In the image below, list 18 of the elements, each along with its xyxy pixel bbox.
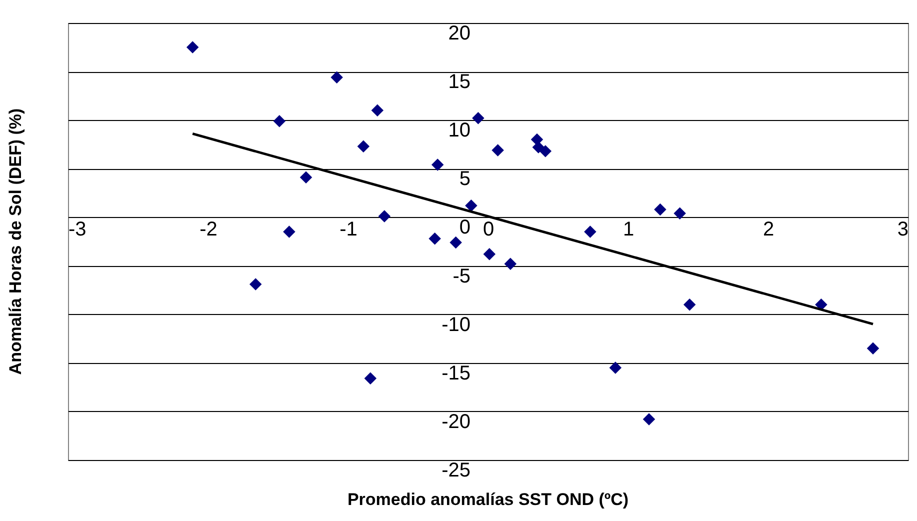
x-axis-title: Promedio anomalías SST OND (ºC) [347, 490, 629, 509]
y-axis-title: Anomalía Horas de Sol (DEF) (%) [6, 108, 25, 375]
y-tick-label: 20 [448, 22, 470, 44]
y-tick-label: 10 [448, 120, 470, 142]
x-tick-label: -1 [340, 218, 358, 241]
y-tick-label: 5 [459, 168, 470, 190]
y-tick-label: -5 [452, 265, 470, 288]
y-tick-label: -20 [442, 410, 470, 433]
y-tick-label: -25 [442, 460, 470, 482]
x-tick-label: -2 [200, 218, 218, 241]
x-tick-label: 3 [897, 218, 908, 241]
x-tick-label: -3 [68, 218, 86, 241]
x-tick-label: 1 [622, 218, 634, 241]
y-tick-label: -15 [442, 362, 470, 384]
x-tick-label: 2 [762, 218, 774, 241]
y-tick-label: -10 [442, 314, 470, 336]
x-tick-label: 0 [482, 218, 494, 241]
y-tick-label: 15 [448, 71, 470, 94]
